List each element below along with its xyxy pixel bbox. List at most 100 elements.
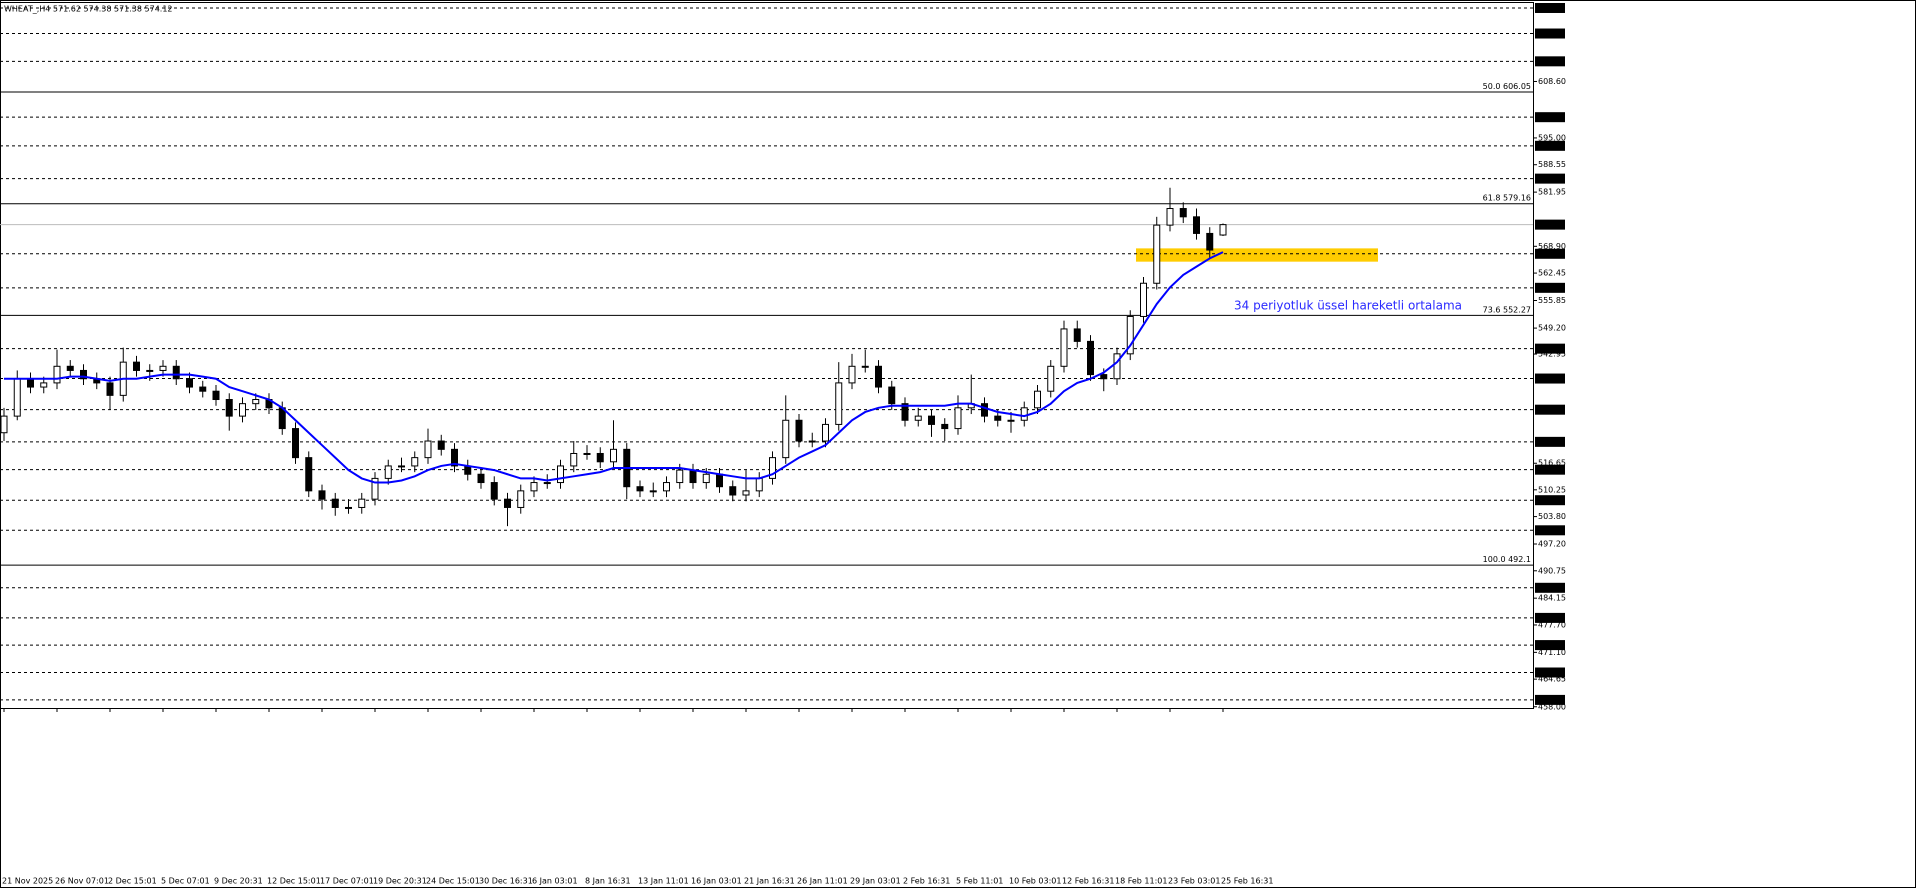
candle-body (186, 378, 193, 388)
level-label: 544.25 (1537, 344, 1565, 353)
candle-body (994, 415, 1002, 421)
fib-value: 492.1 (1508, 555, 1531, 564)
level-label: 593.10 (1537, 141, 1565, 150)
candle-body (808, 440, 816, 443)
candle-body (106, 382, 114, 396)
y-tick-label: 588.55 (1538, 160, 1566, 169)
level-label: 521.80 (1537, 437, 1565, 446)
fib-ratio: 50.0 (1483, 82, 1501, 91)
candle-body (1060, 328, 1068, 367)
x-tick-label: 10 Feb 03:01 (1009, 877, 1061, 886)
level-box (1535, 495, 1565, 506)
candle-body (689, 469, 697, 484)
candle-body (239, 403, 246, 417)
candle-body (795, 419, 803, 442)
x-tick-label: 29 Jan 03:01 (850, 877, 901, 886)
candle-body (570, 452, 578, 467)
candle-body (610, 448, 617, 463)
x-tick-label: 21 Jan 16:31 (744, 877, 795, 886)
candle-body (1126, 315, 1134, 355)
level-box (1535, 436, 1565, 447)
fib-value: 606.05 (1503, 82, 1531, 91)
candle-body (490, 482, 498, 500)
level-box (1535, 343, 1565, 354)
y-tick-label: 549.20 (1538, 324, 1566, 333)
level-label: 600.00 (1537, 113, 1565, 122)
candle-body (517, 490, 525, 508)
fib-value: 579.16 (1503, 193, 1531, 202)
current-price-label: 574.12 (1537, 220, 1565, 229)
candle-body (835, 382, 843, 425)
candle-body (928, 415, 935, 425)
candle-body (1179, 208, 1187, 218)
level-box (1535, 173, 1565, 184)
x-tick-label: 21 Nov 2025 (2, 877, 53, 886)
fib-ratio: 73.6 (1483, 305, 1501, 314)
candle-body (596, 452, 604, 463)
x-tick-label: 6 Jan 03:01 (532, 877, 578, 886)
level-label: 620.15 (1537, 29, 1565, 38)
y-tick-label: 568.90 (1538, 242, 1566, 251)
candle-body (199, 386, 207, 392)
candle-body (345, 506, 352, 509)
candle-body (504, 498, 511, 508)
level-box (1535, 248, 1565, 259)
candle-body (954, 407, 962, 430)
candle-body (861, 365, 869, 368)
y-tick-label: 562.45 (1538, 269, 1566, 278)
candle-body (371, 477, 379, 500)
candle-body (822, 423, 829, 442)
level-label: 558.90 (1537, 283, 1565, 292)
annotation: 34 periyotluk üssel hareketli ortalama (1234, 299, 1462, 313)
y-tick-label: 581.95 (1538, 188, 1566, 197)
candle-body (212, 390, 220, 401)
level-box (1535, 373, 1565, 384)
x-tick-label: 2 Dec 15:01 (108, 877, 157, 886)
x-tick-label: 25 Feb 16:31 (1221, 877, 1273, 886)
candle-body (1193, 216, 1200, 234)
level-label: 515.10 (1537, 465, 1565, 474)
candle-body (716, 473, 723, 488)
candle-body (702, 473, 710, 484)
level-box (1535, 694, 1565, 705)
candle-body (80, 369, 87, 380)
candle-body (384, 465, 392, 479)
candle-body (848, 365, 856, 384)
candle-body (729, 486, 737, 496)
candle-body (981, 403, 988, 417)
candle-body (583, 452, 591, 455)
candle-body (172, 365, 180, 380)
candle-body (398, 465, 405, 468)
level-box (1535, 112, 1565, 123)
candle-body (451, 448, 458, 467)
level-box (1535, 640, 1565, 651)
candle-body (782, 419, 790, 459)
level-label: 507.75 (1537, 496, 1565, 505)
candle-body (411, 457, 419, 467)
x-tick-label: 17 Dec 07:01 (320, 877, 374, 886)
candle-body (318, 490, 326, 500)
chart-title: WHEAT_,H4 571.62 574.38 571.38 574.12 (4, 5, 173, 14)
level-label: 500.50 (1537, 526, 1565, 535)
level-label: 529.55 (1537, 405, 1565, 414)
x-tick-label: 9 Dec 20:31 (214, 877, 263, 886)
candle-body (1219, 224, 1227, 236)
candle-body (914, 415, 922, 421)
candle-body (1153, 224, 1161, 284)
x-tick-label: 12 Feb 16:31 (1062, 877, 1114, 886)
candle-body (292, 428, 299, 459)
y-tick-label: 510.25 (1538, 485, 1566, 494)
x-tick-label: 5 Feb 11:01 (956, 877, 1003, 886)
candle-body (146, 369, 154, 372)
x-tick-label: 12 Dec 15:01 (267, 877, 321, 886)
level-box (1535, 612, 1565, 623)
candle-body (66, 365, 74, 371)
candle-body (1206, 232, 1214, 251)
y-tick-label: 477.70 (1538, 620, 1566, 629)
fib-label: 50.0 606.05 (1483, 82, 1531, 91)
current-price-box (1535, 219, 1565, 230)
candle-body (1007, 419, 1015, 422)
candle-body (0, 415, 8, 434)
y-tick-label: 608.60 (1538, 77, 1566, 86)
level-label: 466.25 (1537, 668, 1565, 677)
